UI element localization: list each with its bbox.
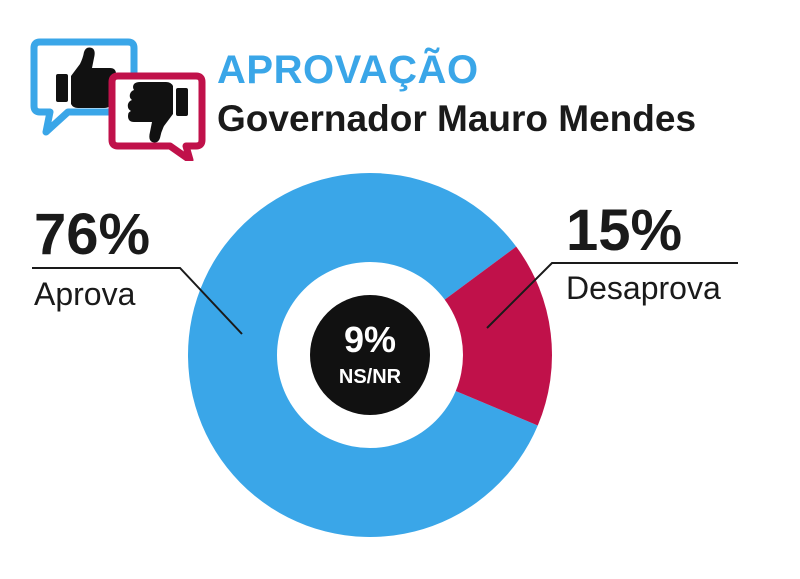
approval-logo [30, 38, 206, 161]
chart-subtitle: Governador Mauro Mendes [217, 98, 697, 139]
approve-bubble [30, 38, 138, 136]
thumbs-up-icon [56, 47, 117, 108]
leader-line-desaprova [486, 262, 738, 329]
desaprova-pct: 15% [566, 198, 683, 263]
center-pct: 9% [344, 319, 396, 360]
slice-ns-nr [310, 295, 430, 415]
chart-title: APROVAÇÃO [217, 48, 479, 92]
aprova-label: Aprova [34, 276, 136, 312]
thumbs-down-icon [127, 82, 188, 143]
desaprova-label: Desaprova [566, 270, 721, 306]
center-label: NS/NR [339, 366, 402, 388]
aprova-pct: 76% [34, 202, 151, 267]
leader-line-aprova [32, 267, 243, 335]
disapprove-bubble [108, 72, 206, 161]
